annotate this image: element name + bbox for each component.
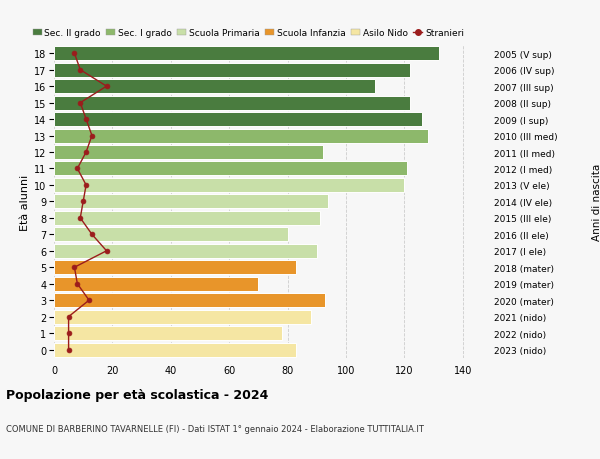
Bar [54,179,404,192]
Bar [54,113,422,127]
Bar [54,129,428,143]
Y-axis label: Età alunni: Età alunni [20,174,30,230]
Bar [54,261,296,274]
Bar [54,80,375,94]
Bar [54,195,328,209]
Bar [54,212,320,225]
Bar [54,47,439,61]
Bar [54,63,410,78]
Bar [54,228,287,242]
Bar [54,326,281,341]
Bar [54,162,407,176]
Bar [54,146,323,160]
Bar [54,96,410,110]
Bar [54,310,311,324]
Text: Popolazione per età scolastica - 2024: Popolazione per età scolastica - 2024 [6,388,268,401]
Text: COMUNE DI BARBERINO TAVARNELLE (FI) - Dati ISTAT 1° gennaio 2024 - Elaborazione : COMUNE DI BARBERINO TAVARNELLE (FI) - Da… [6,425,424,434]
Text: Anni di nascita: Anni di nascita [592,163,600,241]
Bar [54,294,325,308]
Legend: Sec. II grado, Sec. I grado, Scuola Primaria, Scuola Infanzia, Asilo Nido, Stran: Sec. II grado, Sec. I grado, Scuola Prim… [33,29,464,38]
Bar [54,343,296,357]
Bar [54,277,259,291]
Bar [54,244,317,258]
